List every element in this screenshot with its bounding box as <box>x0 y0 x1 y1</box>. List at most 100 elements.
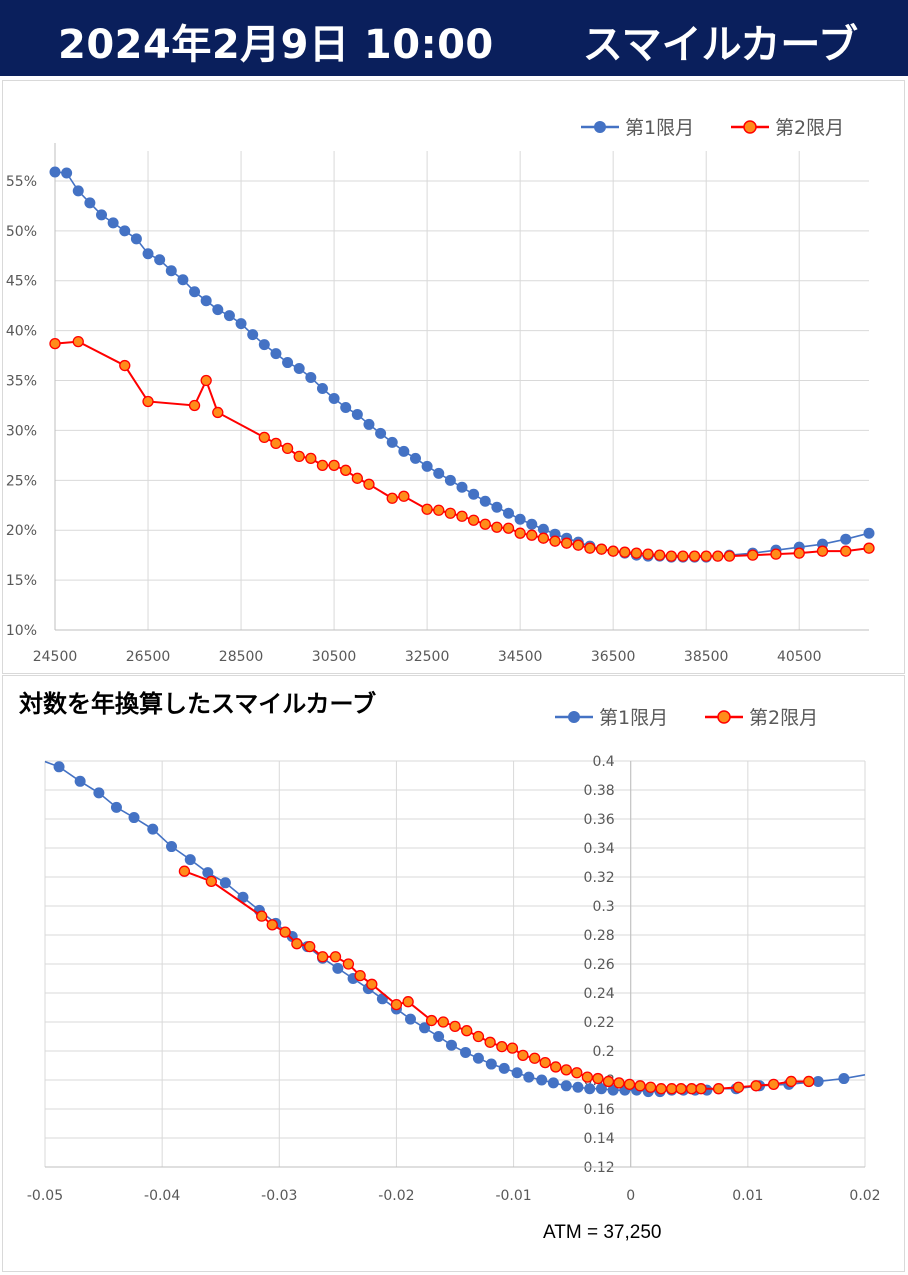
series-2-point <box>461 1025 473 1037</box>
series-2-point <box>291 938 303 950</box>
series-1-point <box>468 488 480 500</box>
series-2-point <box>623 1078 636 1091</box>
series-1-point <box>460 1046 472 1058</box>
series-1-point <box>235 318 247 330</box>
series-2-point <box>363 478 375 490</box>
series-2-point <box>654 549 666 561</box>
series-1-point <box>258 339 270 351</box>
series-1-point <box>409 452 421 464</box>
series-2-point <box>642 548 654 560</box>
series-1-point <box>200 295 212 307</box>
series-1-point <box>398 445 410 457</box>
series-1-point <box>838 1073 850 1085</box>
series-2-point <box>354 969 366 982</box>
series-2-point <box>785 1075 797 1088</box>
series-2-point <box>581 1071 594 1083</box>
y-tick-label: 0.14 <box>584 1131 615 1147</box>
series-1-point <box>270 348 282 360</box>
series-1-point <box>53 761 65 773</box>
series-2-point <box>200 374 212 387</box>
series-1-point <box>340 401 352 413</box>
series-1-point <box>166 841 178 853</box>
atm-label: ATM = 37,250 <box>543 1222 662 1243</box>
series-2-point <box>266 919 278 931</box>
series-2-point <box>72 335 84 348</box>
series-2-point <box>572 539 584 551</box>
legend-series1-label: 第1限月 <box>599 707 668 729</box>
y-tick-label: 20% <box>6 523 37 539</box>
series-2-point <box>619 546 631 558</box>
series-1-point <box>523 1071 535 1083</box>
series-2-point <box>386 492 398 504</box>
series-2-point <box>205 875 217 888</box>
series-2-point <box>456 510 468 522</box>
series-1-point <box>316 383 328 395</box>
smile-curve-chart: 10% 15% 20% 25% 30% 35% 40% 45% 50% 55% 24500 26500… <box>6 117 875 665</box>
series-1-point <box>49 166 61 178</box>
x-tick-label: -0.03 <box>261 1188 297 1204</box>
series-1-point <box>514 513 526 525</box>
series-2-point <box>665 550 677 562</box>
series-2-point <box>366 978 378 990</box>
y-tick-label: 45% <box>6 274 37 290</box>
y-tick-label: 0.16 <box>584 1102 615 1118</box>
series-2-point <box>437 1016 449 1028</box>
chart-panel-smile-curve: 10% 15% 20% 25% 30% 35% 40% 45% 50% 55% 24500 26500… <box>2 80 905 674</box>
series-1-point <box>526 518 538 530</box>
legend-series2-label: 第2限月 <box>775 117 844 139</box>
y-tick-label: 0.28 <box>584 928 615 944</box>
series-2-point <box>537 532 550 544</box>
x-tick-label: 0 <box>626 1188 635 1204</box>
series-1-point <box>61 167 73 179</box>
series-2-point <box>256 910 268 922</box>
x-tick-label: 0.01 <box>732 1188 763 1204</box>
series-2-point <box>526 529 538 541</box>
series-1-point <box>444 474 456 486</box>
series-1-line <box>54 171 870 558</box>
series-2-point <box>560 1064 572 1076</box>
series-1-point <box>863 527 875 539</box>
series-2-point <box>803 1075 815 1088</box>
series-2-point <box>677 550 689 562</box>
series-1-point <box>363 418 375 430</box>
series-2-point <box>732 1081 745 1093</box>
series-1-point <box>560 1080 572 1092</box>
series-1-point <box>202 867 214 879</box>
legend-series2-marker <box>717 710 731 724</box>
series-2-point <box>340 464 352 476</box>
series-2-point <box>449 1020 461 1033</box>
x-tick-label: 30500 <box>312 649 357 665</box>
series-2-point <box>142 395 154 408</box>
series-2-point <box>212 406 224 419</box>
series-2-point <box>561 537 573 549</box>
series-1-point <box>107 217 119 229</box>
series-1-point <box>421 460 433 472</box>
log-annualized-chart: 0.120.140.160.180.20.220.240.260.280.30.… <box>27 707 881 1204</box>
series-1-point <box>572 1081 584 1093</box>
y-tick-label: 0.38 <box>584 783 615 799</box>
series-1-point <box>511 1067 523 1079</box>
x-tick-label: 40500 <box>777 649 822 665</box>
x-tick-label: 24500 <box>33 649 78 665</box>
series-2-point <box>484 1036 496 1048</box>
y-tick-label: 0.3 <box>592 899 614 915</box>
series-1-point <box>165 265 177 277</box>
series-1-point <box>536 1074 548 1086</box>
series-2-point <box>402 996 414 1008</box>
header-datetime: 2024年2月9日 10:00 <box>58 22 494 68</box>
series-2-point <box>421 503 433 515</box>
series-2-point <box>304 940 316 953</box>
series-2-point <box>747 549 759 561</box>
series-2-point <box>750 1080 762 1092</box>
series-2-point <box>584 542 596 554</box>
series-2-point <box>767 1078 780 1091</box>
series-1-point <box>332 962 344 974</box>
series-1-point <box>375 427 387 439</box>
series-1-point <box>223 310 235 322</box>
series-1-point <box>142 248 154 260</box>
series-2-point <box>595 543 608 555</box>
series-1-point <box>351 408 363 420</box>
series-2-point <box>675 1083 687 1095</box>
series-2-point <box>712 550 724 562</box>
series-1-point <box>247 329 259 341</box>
